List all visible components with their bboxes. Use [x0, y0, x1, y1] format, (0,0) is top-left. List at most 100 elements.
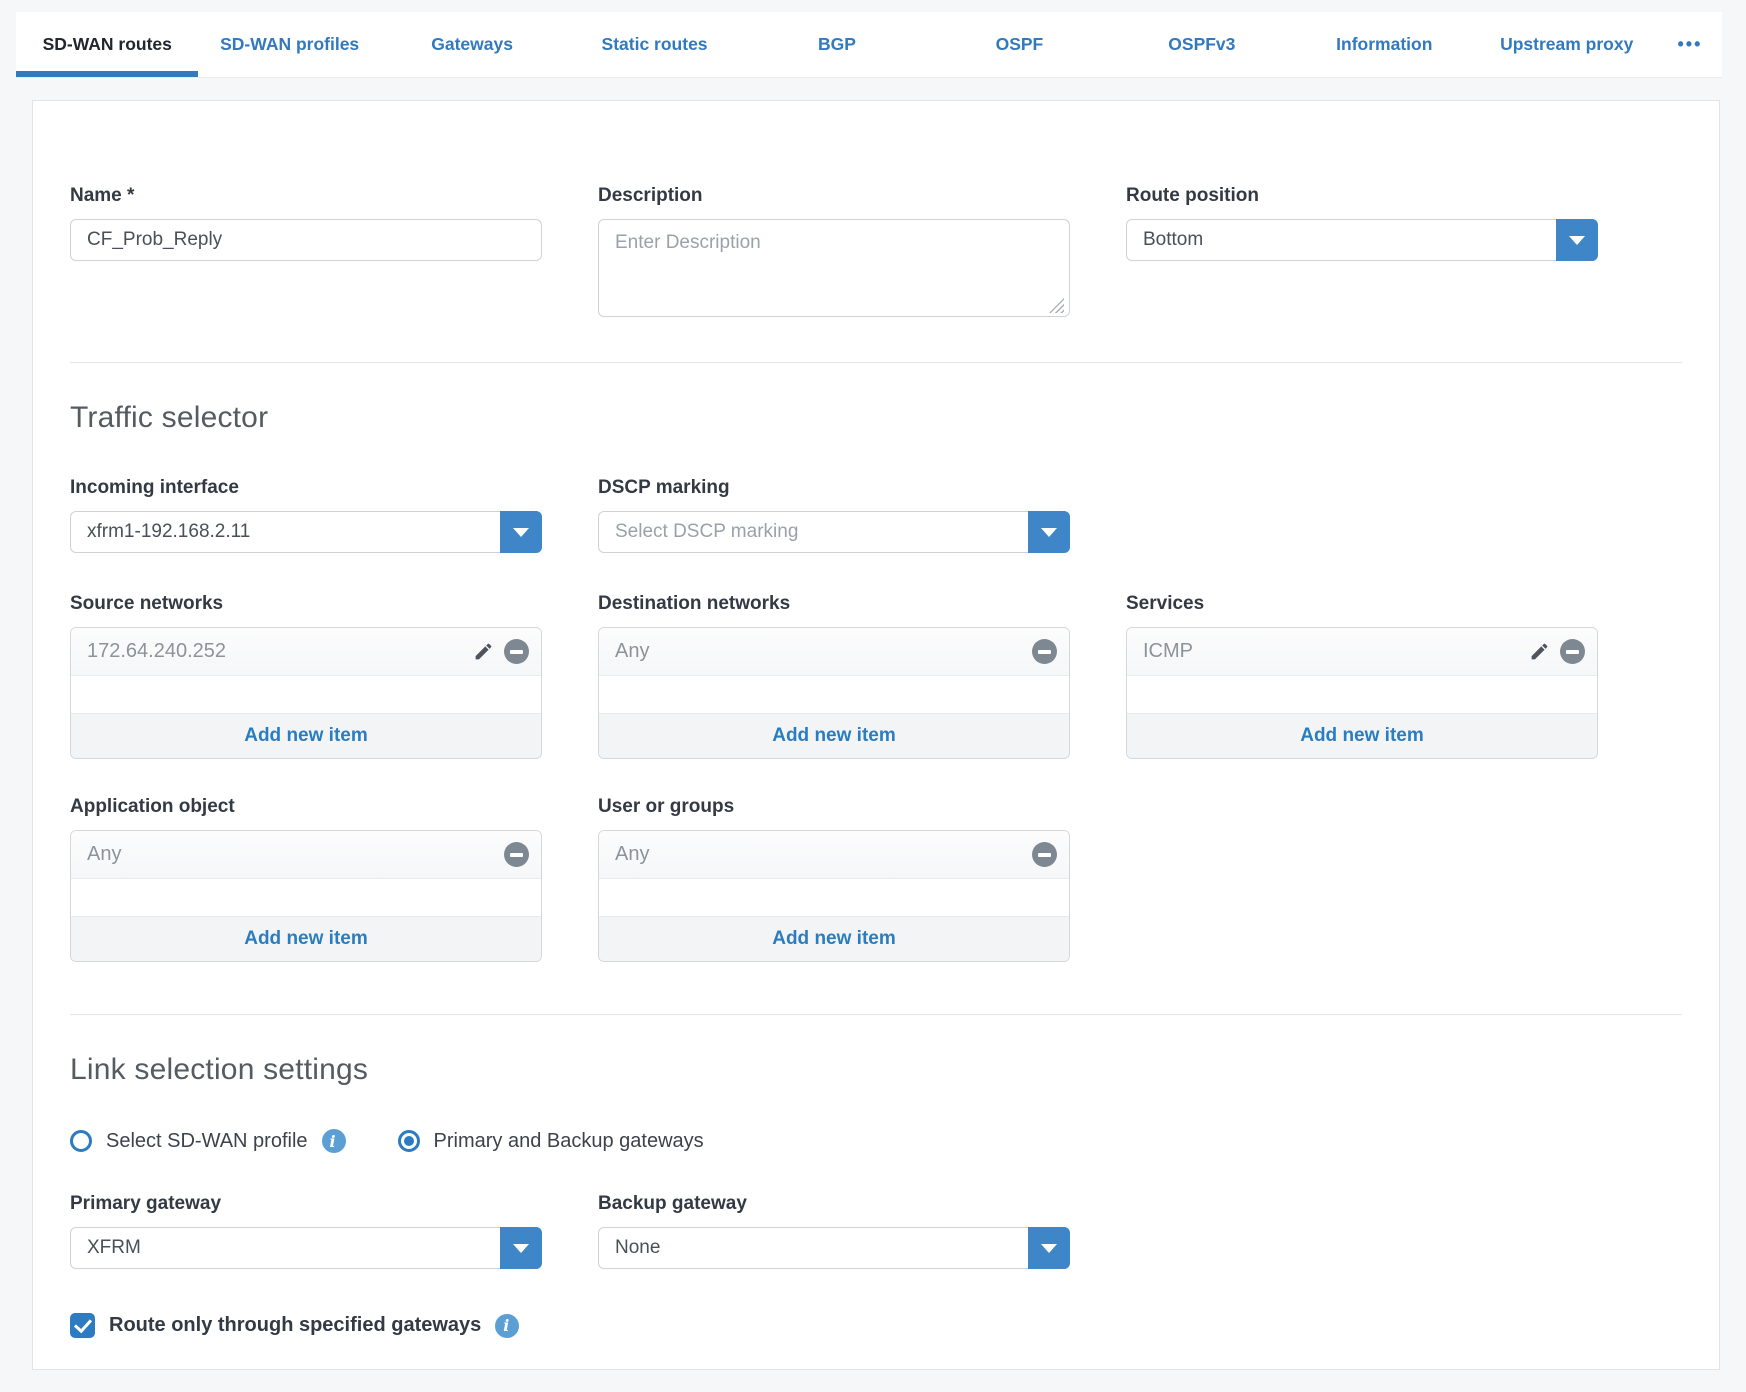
list-spacer	[599, 676, 1069, 713]
tab-bgp[interactable]: BGP	[818, 34, 856, 54]
tab-static-routes[interactable]: Static routes	[601, 34, 708, 54]
primary-gateway-value: XFRM	[87, 1237, 141, 1258]
list-spacer	[1127, 676, 1597, 713]
primary-gateway-field-group: Primary gateway XFRM	[70, 1193, 542, 1269]
route-only-checkbox[interactable]	[70, 1313, 95, 1338]
primary-backup-gateways-radio[interactable]	[397, 1130, 420, 1152]
list-spacer	[71, 879, 541, 916]
link-selection-heading: Link selection settings	[70, 1053, 369, 1086]
name-field-group: Name *	[70, 185, 542, 261]
primary-gateway-dropdown-button[interactable]	[500, 1227, 542, 1269]
route-position-select[interactable]: Bottom	[1126, 219, 1598, 261]
application-object-listbox: Any Add new item	[70, 830, 542, 962]
list-item: 172.64.240.252	[71, 628, 541, 676]
dscp-marking-label: DSCP marking	[598, 477, 730, 498]
user-or-groups-label: User or groups	[598, 796, 735, 817]
list-item-value: 172.64.240.252	[87, 640, 227, 662]
info-icon[interactable]: i	[321, 1129, 346, 1153]
select-sdwan-profile-radio[interactable]	[70, 1130, 92, 1152]
list-item: ICMP	[1127, 628, 1597, 676]
services-label: Services	[1126, 593, 1205, 614]
add-new-item-button[interactable]: Add new item	[71, 713, 541, 758]
add-new-item-button[interactable]: Add new item	[71, 916, 541, 961]
incoming-interface-field-group: Incoming interface xfrm1-192.168.2.11	[70, 477, 542, 553]
route-position-dropdown-button[interactable]	[1556, 219, 1598, 261]
destination-networks-listbox: Any Add new item	[598, 627, 1070, 759]
list-item-value: Any	[87, 843, 122, 865]
link-selection-radio-row: Select SD-WAN profile i Primary and Back…	[70, 1129, 1682, 1153]
list-item-value: Any	[615, 640, 650, 662]
list-item: Any	[599, 831, 1069, 879]
primary-gateway-select[interactable]: XFRM	[70, 1227, 542, 1269]
list-spacer	[71, 676, 541, 713]
tab-bar: SD-WAN routes SD-WAN profiles Gateways S…	[16, 12, 1722, 78]
description-textarea[interactable]	[598, 219, 1070, 317]
select-sdwan-profile-label: Select SD-WAN profile	[106, 1129, 308, 1152]
list-item: Any	[599, 628, 1069, 676]
tab-information[interactable]: Information	[1336, 34, 1433, 54]
source-networks-listbox: 172.64.240.252 Add new item	[70, 627, 542, 759]
section-divider	[70, 362, 1682, 363]
dscp-marking-dropdown-button[interactable]	[1028, 511, 1070, 553]
incoming-interface-dropdown-button[interactable]	[500, 511, 542, 553]
route-position-label: Route position	[1126, 185, 1259, 206]
tab-sdwan-routes[interactable]: SD-WAN routes	[16, 12, 199, 77]
primary-backup-gateways-label: Primary and Backup gateways	[433, 1129, 704, 1152]
edit-item-icon[interactable]	[470, 639, 496, 665]
info-icon[interactable]: i	[495, 1313, 520, 1338]
edit-item-icon[interactable]	[1526, 639, 1552, 665]
add-new-item-button[interactable]: Add new item	[599, 713, 1069, 758]
remove-item-icon[interactable]	[504, 842, 529, 867]
remove-item-icon[interactable]	[1032, 639, 1057, 664]
destination-networks-field-group: Destination networks Any Add new item	[598, 593, 1070, 759]
source-networks-field-group: Source networks 172.64.240.252 Add new i…	[70, 593, 542, 759]
backup-gateway-value: None	[615, 1237, 661, 1258]
services-field-group: Services ICMP Add new item	[1126, 593, 1598, 759]
tab-ospfv3[interactable]: OSPFv3	[1168, 34, 1236, 54]
route-position-value: Bottom	[1143, 229, 1204, 250]
tab-sdwan-profiles[interactable]: SD-WAN profiles	[220, 34, 360, 54]
name-input[interactable]	[70, 219, 542, 261]
list-item: Any	[71, 831, 541, 879]
services-listbox: ICMP Add new item	[1126, 627, 1598, 759]
remove-item-icon[interactable]	[504, 639, 529, 664]
dscp-marking-placeholder: Select DSCP marking	[615, 521, 799, 542]
chevron-down-icon	[1041, 527, 1057, 537]
description-field-group: Description	[598, 185, 1070, 322]
chevron-down-icon	[513, 1243, 529, 1253]
chevron-down-icon	[1041, 1243, 1057, 1253]
backup-gateway-field-group: Backup gateway None	[598, 1193, 1070, 1269]
chevron-down-icon	[1569, 235, 1585, 245]
source-networks-label: Source networks	[70, 593, 224, 614]
add-new-item-button[interactable]: Add new item	[1127, 713, 1597, 758]
destination-networks-label: Destination networks	[598, 593, 791, 614]
tab-gateways[interactable]: Gateways	[431, 34, 513, 54]
tab-ospf[interactable]: OSPF	[995, 34, 1044, 54]
description-label: Description	[598, 185, 703, 206]
route-position-field-group: Route position Bottom	[1126, 185, 1598, 261]
remove-item-icon[interactable]	[1560, 639, 1585, 664]
dscp-marking-select[interactable]: Select DSCP marking	[598, 511, 1070, 553]
radio-group-primary-backup: Primary and Backup gateways	[397, 1129, 704, 1153]
section-divider	[70, 1014, 1682, 1015]
route-form-card: Name * Description Route position Bottom…	[32, 100, 1720, 1370]
tab-upstream-proxy[interactable]: Upstream proxy	[1500, 34, 1634, 54]
more-tabs-button[interactable]: •••	[1677, 34, 1703, 54]
incoming-interface-label: Incoming interface	[70, 477, 239, 498]
route-only-checkbox-row: Route only through specified gateways i	[70, 1313, 1682, 1338]
radio-group-sdwan-profile: Select SD-WAN profile i	[70, 1129, 346, 1153]
name-label: Name *	[70, 185, 135, 206]
list-item-value: ICMP	[1143, 640, 1193, 662]
list-item-value: Any	[615, 843, 650, 865]
incoming-interface-value: xfrm1-192.168.2.11	[87, 521, 251, 542]
traffic-selector-heading: Traffic selector	[70, 401, 269, 434]
remove-item-icon[interactable]	[1032, 842, 1057, 867]
backup-gateway-select[interactable]: None	[598, 1227, 1070, 1269]
backup-gateway-dropdown-button[interactable]	[1028, 1227, 1070, 1269]
application-object-field-group: Application object Any Add new item	[70, 796, 542, 962]
incoming-interface-select[interactable]: xfrm1-192.168.2.11	[70, 511, 542, 553]
user-or-groups-listbox: Any Add new item	[598, 830, 1070, 962]
add-new-item-button[interactable]: Add new item	[599, 916, 1069, 961]
backup-gateway-label: Backup gateway	[598, 1193, 747, 1214]
dscp-marking-field-group: DSCP marking Select DSCP marking	[598, 477, 1070, 553]
